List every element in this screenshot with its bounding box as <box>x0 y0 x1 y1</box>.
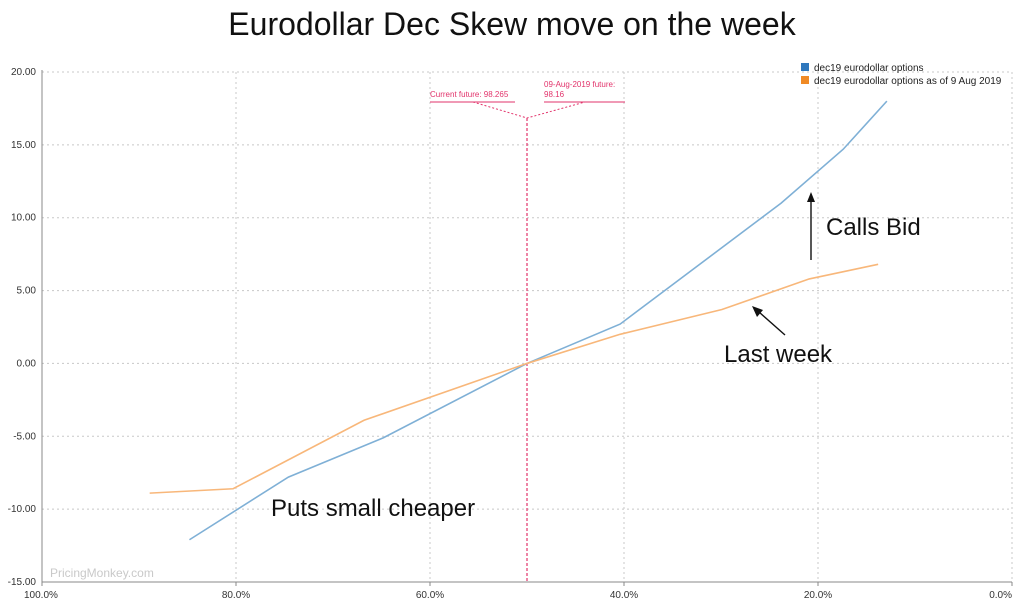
calls-bid-annotation: Calls Bid <box>826 214 921 241</box>
x-tick-label: 60.0% <box>416 590 444 601</box>
x-tick-label: 40.0% <box>610 590 638 601</box>
calls-arrow-head <box>807 192 815 202</box>
series-lines <box>149 100 888 541</box>
y-tick-label: 15.00 <box>11 140 36 151</box>
y-tick-label: 10.00 <box>11 213 36 224</box>
annotations: Calls Bid Last week Puts small cheaper Pric… <box>50 192 921 580</box>
x-tick-label: 80.0% <box>222 590 250 601</box>
y-tick-label: -10.00 <box>8 504 37 515</box>
x-tick-label: 20.0% <box>804 590 832 601</box>
legend-label: dec19 eurodollar options as of 9 Aug 201… <box>814 76 1002 87</box>
legend-swatch <box>801 63 809 71</box>
puts-cheaper-annotation: Puts small cheaper <box>271 495 475 522</box>
legend-label: dec19 eurodollar options <box>814 63 924 74</box>
last-week-annotation: Last week <box>724 341 833 368</box>
watermark: PricingMonkey.com <box>50 566 154 580</box>
legend: dec19 eurodollar options dec19 eurodollar… <box>801 63 1002 87</box>
reference-line-group: Current future: 98.265 09-Aug-2019 future… <box>430 80 625 582</box>
y-tick-label: -5.00 <box>13 431 36 442</box>
y-tick-label: -15.00 <box>8 577 37 588</box>
series-line-current <box>189 100 888 541</box>
legend-swatch <box>801 76 809 84</box>
current-future-label: Current future: 98.265 <box>430 90 509 99</box>
previous-future-label: 09-Aug-2019 future: <box>544 80 615 89</box>
series-line-last-week <box>149 263 879 494</box>
x-tick-label: 100.0% <box>24 590 58 601</box>
x-tick-label: 0.0% <box>989 590 1012 601</box>
previous-future-value: 98.16 <box>544 90 565 99</box>
last-week-arrow-shaft <box>758 311 786 336</box>
last-week-arrow-head <box>752 306 763 317</box>
y-tick-label: 20.00 <box>11 67 36 78</box>
y-tick-label: 5.00 <box>17 286 37 297</box>
y-tick-label: 0.00 <box>17 358 37 369</box>
reference-leader-lines <box>472 101 586 119</box>
chart-title: Eurodollar Dec Skew move on the week <box>228 6 796 42</box>
axes: 20.00 15.00 10.00 5.00 0.00 -5.00 -10.00 -15.00… <box>8 67 1013 601</box>
